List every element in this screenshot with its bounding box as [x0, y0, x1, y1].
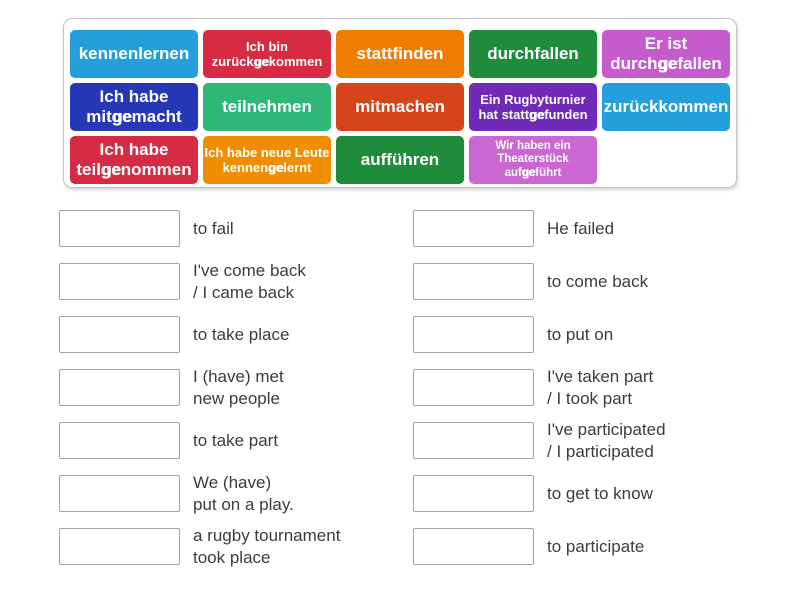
word-tile-ich-habe-neue-leute-kennengelernt[interactable]: Ich habe neue Leute kennengelernt [203, 136, 331, 184]
word-tile-kennenlernen[interactable]: kennenlernen [70, 30, 198, 78]
answer-text: I've come back / I came back [193, 261, 306, 302]
tile-text-line: teilnehmen [222, 97, 312, 117]
tile-text-line: mitmachen [355, 97, 445, 117]
tile-text-line: zurückgekommen [211, 54, 323, 69]
answer-text: to participate [547, 536, 645, 556]
tile-text-line: Ich habe [99, 87, 169, 107]
tile-text-line: Ich habe neue Leute [204, 144, 330, 160]
match-row: I've taken part / I took part [413, 367, 666, 408]
tile-text-line: mitgemacht [86, 107, 182, 126]
tile-text-line: Ich habe [99, 140, 169, 160]
match-row: to participate [413, 528, 666, 565]
match-row: I've participated / I participated [413, 420, 666, 461]
tile-text-line: teilgenommen [76, 160, 192, 179]
word-tile-mitmachen[interactable]: mitmachen [336, 83, 464, 131]
word-tile-er-ist-durchgefallen[interactable]: Er ist durchgefallen [602, 30, 730, 78]
match-row: to come back [413, 263, 666, 300]
answer-text: to come back [547, 271, 649, 291]
tile-row: Ich habe teilgenommen Ich habe neue Leute k… [70, 136, 730, 184]
match-row: to take place [59, 316, 340, 353]
tile-text-line: aufführen [360, 150, 440, 170]
tile-row: Ich habe mitgemacht teilnehmen mitmachen Ein… [70, 83, 730, 131]
drop-zone[interactable] [59, 422, 180, 459]
drop-zone[interactable] [413, 422, 534, 459]
drop-zone[interactable] [59, 369, 180, 406]
drop-zone[interactable] [413, 210, 534, 247]
tile-text-line: Er ist [644, 34, 688, 54]
match-row: We (have) put on a play. [59, 473, 340, 514]
answer-text: to get to know [547, 483, 653, 503]
answer-text: to fail [193, 218, 234, 238]
tile-text-line: zurückkommen [603, 97, 729, 117]
drop-zone[interactable] [413, 475, 534, 512]
word-tile-ich-habe-mitgemacht[interactable]: Ich habe mitgemacht [70, 83, 198, 131]
drop-zone[interactable] [413, 316, 534, 353]
tile-row: kennenlernen Ich bin zurückgekommen stattfi… [70, 30, 730, 78]
match-row: a rugby tournament took place [59, 526, 341, 567]
word-tile-ein-rugbyturnier-hat-stattgefunden[interactable]: Ein Rugbyturnier hat stattgefunden [469, 83, 597, 131]
match-row: to fail [59, 210, 340, 247]
drop-zone[interactable] [413, 263, 534, 300]
answers-right: He failed to come back to put on I've taken… [413, 210, 666, 581]
answer-text: to take place [193, 324, 290, 344]
tile-text-line: kennenlernen [78, 44, 190, 64]
tile-text-line: durchfallen [487, 44, 579, 64]
word-tile-wir-haben-ein-theaterstueck-aufgefuehrt[interactable]: Wir haben ein Theaterstück aufgeführt [469, 136, 597, 184]
answer-text: He failed [547, 218, 615, 238]
match-row: to put on [413, 316, 666, 353]
answers-left: to fail I've come back / I came back to tak… [59, 210, 340, 581]
tile-text-line: durchgefallen [610, 54, 722, 73]
tile-text-line: Wir haben ein [495, 139, 571, 152]
drop-zone[interactable] [59, 528, 180, 565]
word-tile-stattfinden[interactable]: stattfinden [336, 30, 464, 78]
tile-text-line: aufgeführt [504, 166, 562, 179]
tile-text-line: kennengelernt [222, 160, 312, 175]
drop-zone[interactable] [59, 475, 180, 512]
tile-text-line: Ein Rugbyturnier [480, 91, 586, 107]
drop-zone[interactable] [59, 210, 180, 247]
word-tile-teilnehmen[interactable]: teilnehmen [203, 83, 331, 131]
tile-text-line: Theaterstück [497, 153, 569, 166]
word-tile-durchfallen[interactable]: durchfallen [469, 30, 597, 78]
tile-panel: kennenlernen Ich bin zurückgekommen stattfi… [63, 18, 737, 188]
word-tile-ich-habe-teilgenommen[interactable]: Ich habe teilgenommen [70, 136, 198, 184]
word-tile-auffuehren[interactable]: aufführen [336, 136, 464, 184]
word-tile-zurueckkommen[interactable]: zurückkommen [602, 83, 730, 131]
answer-text: a rugby tournament took place [193, 526, 341, 567]
match-row: to get to know [413, 475, 666, 512]
answer-text: to take part [193, 430, 279, 450]
answer-text: to put on [547, 324, 614, 344]
match-row: to take part [59, 422, 340, 459]
match-row: He failed [413, 210, 666, 247]
answer-text: We (have) put on a play. [193, 473, 294, 514]
match-row: I (have) met new people [59, 367, 340, 408]
tile-text-line: hat stattgefunden [478, 107, 588, 122]
word-tile-ich-bin-zurueckgekommen[interactable]: Ich bin zurückgekommen [203, 30, 331, 78]
drop-zone[interactable] [59, 316, 180, 353]
drop-zone[interactable] [59, 263, 180, 300]
answer-text: I've participated / I participated [547, 420, 666, 461]
tile-text-line: Ich bin [246, 38, 288, 54]
match-row: I've come back / I came back [59, 261, 340, 302]
drop-zone[interactable] [413, 528, 534, 565]
drop-zone[interactable] [413, 369, 534, 406]
answer-text: I (have) met new people [193, 367, 284, 408]
tile-text-line: stattfinden [356, 44, 444, 64]
answer-text: I've taken part / I took part [547, 367, 654, 408]
